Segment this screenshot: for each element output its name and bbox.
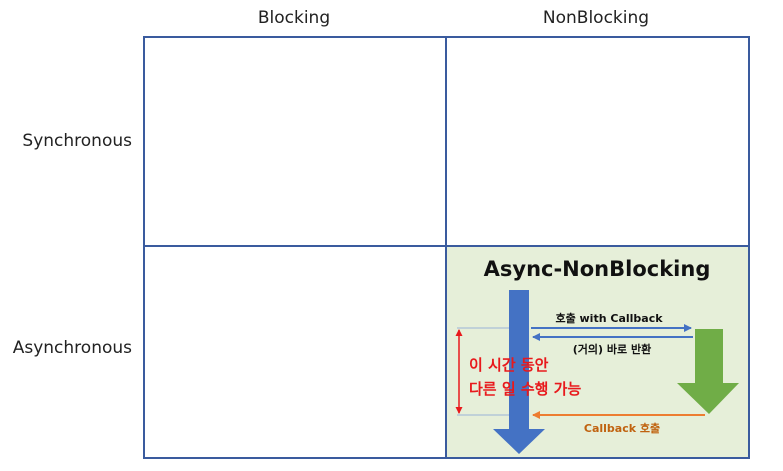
call-with-callback-label: 호출 with Callback	[555, 311, 663, 325]
cell-sync-nonblocking	[445, 36, 750, 247]
column-header-blocking: Blocking	[257, 8, 331, 28]
free-time-text-line2: 다른 일 수행 가능	[469, 380, 581, 398]
caller-arrow	[493, 290, 545, 454]
async-nonblocking-title: Async-NonBlocking	[484, 257, 711, 281]
cell-sync-blocking	[143, 36, 447, 247]
async-nonblocking-diagram: Async-NonBlocking 호출 with Callback (거의) …	[455, 257, 739, 454]
callee-arrow	[677, 329, 739, 414]
cell-async-blocking	[143, 245, 447, 459]
row-header-asynchronous: Asynchronous	[12, 338, 132, 358]
immediate-return-label: (거의) 바로 반환	[573, 342, 651, 356]
free-time-text-line1: 이 시간 동안	[469, 356, 549, 374]
column-header-nonblocking: NonBlocking	[542, 8, 650, 28]
callback-call-label: Callback 호출	[584, 421, 660, 435]
row-header-synchronous: Synchronous	[22, 131, 132, 151]
